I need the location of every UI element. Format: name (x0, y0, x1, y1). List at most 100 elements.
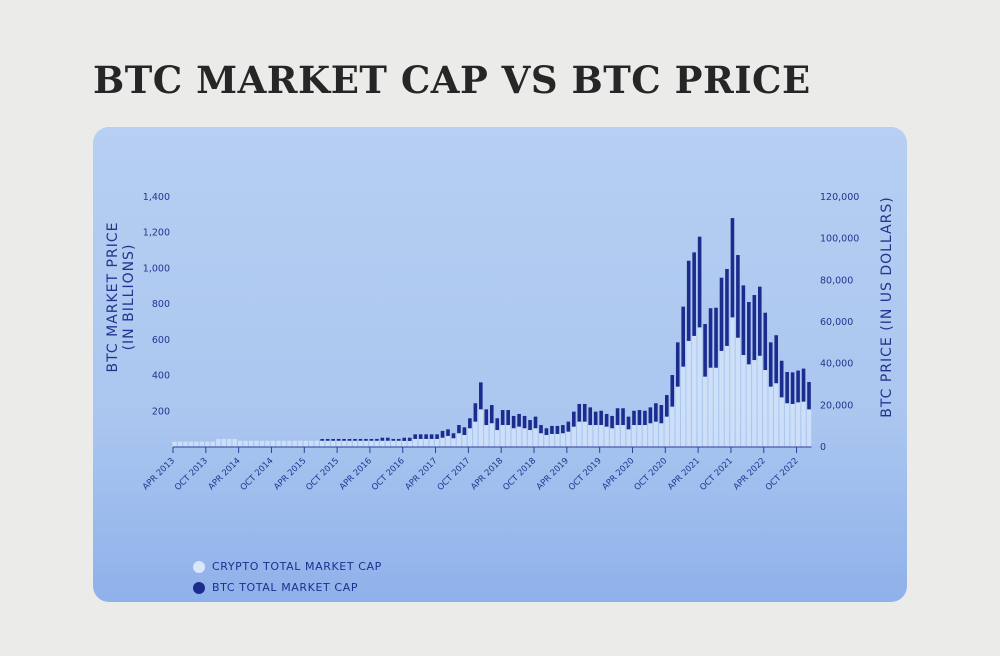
x-tick-label: OCT 2016 (370, 456, 407, 493)
crypto-market-cap-bar (216, 438, 221, 447)
crypto-market-cap-bar (724, 345, 730, 447)
crypto-market-cap-bar (774, 383, 779, 447)
crypto-market-cap-bar (347, 440, 352, 447)
crypto-market-cap-bar (462, 435, 467, 447)
y-left-tick-label: 1,200 (143, 228, 170, 239)
crypto-market-cap-bar (243, 440, 248, 447)
btc-market-cap-bar (796, 370, 800, 403)
crypto-market-cap-bar (467, 428, 473, 447)
crypto-market-cap-bar (325, 440, 330, 447)
btc-market-cap-bar (517, 413, 521, 427)
btc-market-cap-bar (659, 405, 664, 424)
btc-market-cap-bar (566, 421, 571, 432)
crypto-market-cap-bar (538, 433, 544, 447)
crypto-market-cap-bar (626, 429, 631, 447)
x-tick-label: OCT 2013 (173, 456, 210, 493)
crypto-market-cap-bar (314, 440, 319, 447)
crypto-market-cap-bar (516, 426, 522, 447)
crypto-market-cap-bar (440, 437, 445, 447)
crypto-market-cap-bar (363, 440, 369, 447)
btc-market-cap-bar (708, 308, 713, 368)
btc-market-cap-bar (418, 434, 423, 439)
crypto-market-cap-bar (757, 355, 762, 447)
crypto-market-cap-bar (664, 416, 669, 447)
btc-market-cap-bar (413, 434, 417, 439)
crypto-market-cap-bar (292, 440, 298, 447)
y-axis-left-title-2: (IN BILLIONS) (121, 244, 137, 351)
crypto-market-cap-bar (544, 435, 549, 447)
crypto-market-cap-bar (642, 425, 648, 447)
y-left-tick-label: 800 (152, 299, 170, 310)
crypto-market-cap-bar (659, 423, 664, 447)
btc-market-cap-bar (375, 438, 379, 441)
crypto-market-cap-bar (533, 428, 538, 447)
crypto-market-cap-bar (598, 425, 604, 447)
btc-market-cap-bar (648, 407, 653, 424)
crypto-market-cap-bar (735, 337, 741, 447)
btc-market-cap-bar (719, 277, 724, 351)
crypto-market-cap-bar (631, 425, 637, 447)
crypto-market-cap-bar (473, 421, 478, 447)
crypto-market-cap-bar (352, 440, 358, 447)
btc-market-cap-bar (479, 382, 483, 410)
crypto-market-cap-bar (259, 440, 265, 447)
btc-market-cap-bar (730, 218, 735, 318)
btc-market-cap-bar (807, 382, 811, 410)
x-tick-label: APR 2014 (207, 456, 243, 492)
crypto-market-cap-bar (254, 440, 259, 447)
btc-market-cap-bar (615, 408, 620, 426)
btc-market-cap-bar (429, 434, 434, 439)
crypto-market-cap-bar (681, 366, 686, 447)
btc-market-cap-bar (599, 410, 603, 426)
crypto-market-cap-bar (303, 440, 308, 447)
crypto-market-cap-bar (670, 406, 675, 447)
crypto-market-cap-bar (702, 376, 708, 447)
btc-market-cap-bar (692, 252, 696, 336)
btc-market-cap-bar (358, 438, 363, 441)
legend-item-btc: BTC TOTAL MARKET CAP (193, 581, 358, 594)
crypto-market-cap-bar (691, 335, 697, 447)
btc-market-cap-bar (489, 405, 494, 424)
btc-market-cap-bar (588, 407, 593, 426)
crypto-market-cap-bar (434, 438, 440, 447)
crypto-market-cap-bar (489, 423, 494, 447)
y-left-tick-label: 200 (152, 406, 170, 417)
chart: BTC MARKET PRICE (IN BILLIONS) BTC PRICE… (105, 192, 895, 493)
btc-market-cap-bar (752, 295, 757, 361)
x-tick-label: APR 2016 (338, 456, 374, 492)
btc-market-cap-bar (670, 375, 675, 407)
crypto-market-cap-bar (582, 421, 587, 447)
btc-market-cap-bar (632, 410, 636, 426)
crypto-market-cap-bar (500, 425, 505, 447)
x-tick-label: OCT 2019 (567, 456, 604, 493)
btc-market-cap-bar (801, 368, 806, 402)
btc-market-cap-bar (446, 429, 450, 436)
crypto-market-cap-bar (270, 440, 276, 447)
btc-market-cap-bar (582, 403, 587, 422)
btc-market-cap-bar (741, 285, 746, 356)
y-right-tick-label: 0 (820, 442, 826, 453)
btc-market-cap-bar (402, 437, 407, 441)
btc-market-cap-bar (424, 434, 428, 439)
btc-market-cap-bar (391, 438, 396, 441)
crypto-market-cap-bar (555, 433, 560, 447)
y-right-tick-label: 100,000 (820, 234, 859, 245)
btc-market-cap-bar (714, 307, 718, 368)
btc-market-cap-bar (500, 410, 505, 426)
x-tick-label: OCT 2014 (239, 456, 276, 493)
crypto-market-cap-bar (746, 364, 752, 447)
crypto-market-cap-bar (511, 428, 516, 447)
crypto-market-cap-bar (287, 440, 292, 447)
crypto-market-cap-bar (675, 386, 680, 447)
btc-market-cap-bar (725, 268, 729, 346)
crypto-market-cap-bar (221, 438, 226, 447)
btc-market-cap-bar (665, 395, 669, 417)
y-right-tick-label: 80,000 (820, 275, 853, 286)
btc-market-cap-bar (457, 425, 461, 434)
crypto-market-cap-bar (210, 441, 215, 447)
crypto-market-cap-bar (237, 440, 243, 447)
btc-market-cap-bar (533, 416, 538, 429)
btc-market-cap-bar (779, 360, 784, 398)
crypto-market-cap-bar (319, 440, 325, 447)
btc-market-cap-bar (621, 408, 625, 426)
